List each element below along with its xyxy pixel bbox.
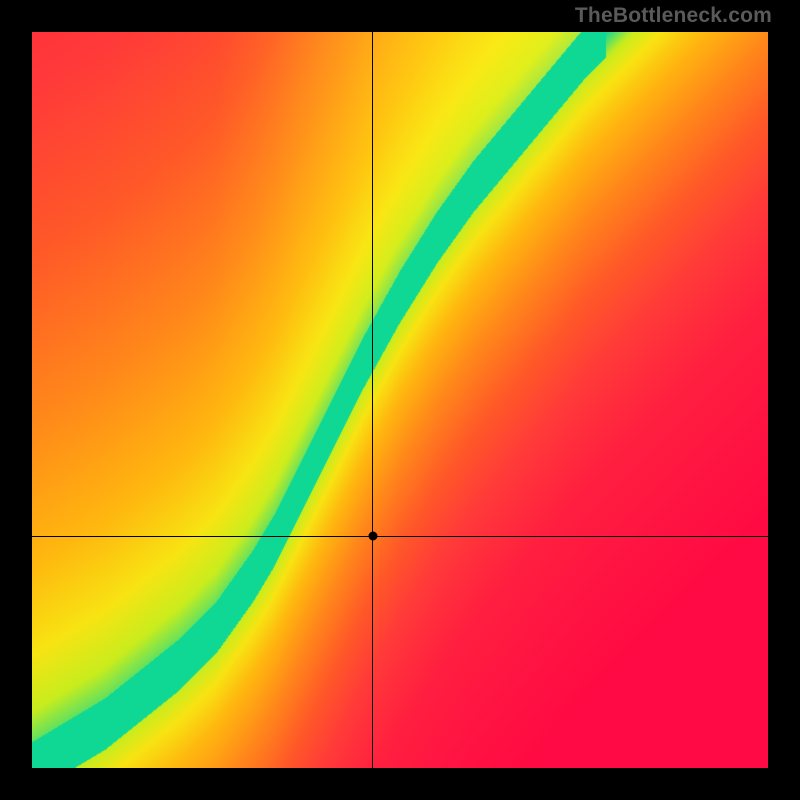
attribution-text: TheBottleneck.com [575,4,772,28]
crosshair-vertical [372,32,373,768]
crosshair-dot [368,532,377,541]
heatmap-canvas [32,32,768,768]
plot-area [32,32,768,768]
crosshair-horizontal [32,536,768,537]
